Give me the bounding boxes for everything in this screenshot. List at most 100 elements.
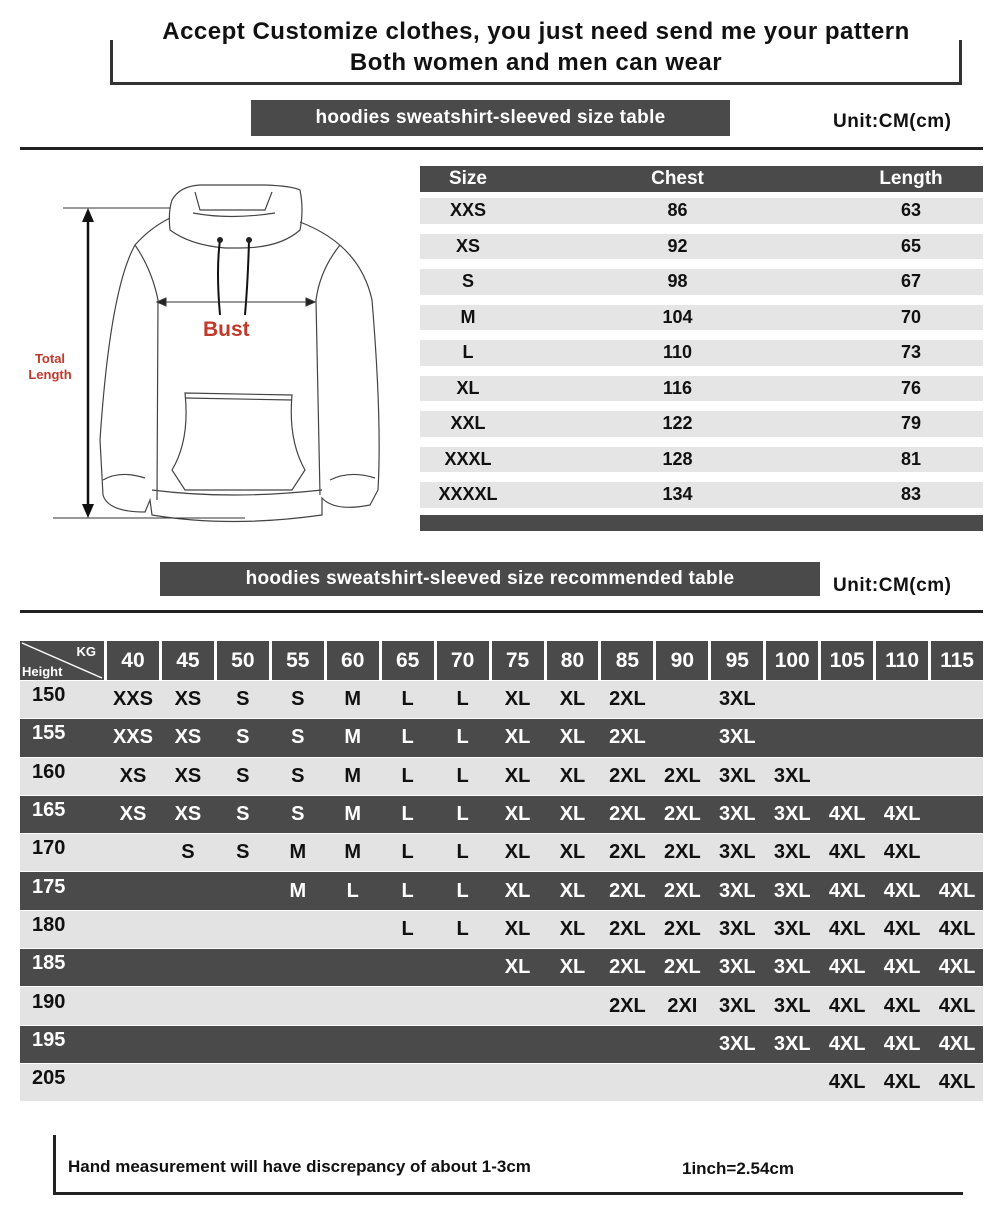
hoodie-pocket [171, 392, 306, 491]
size-cell: 3XL [718, 688, 756, 711]
size-cell: 3XL [773, 879, 811, 902]
size-cell: 2XI [667, 994, 698, 1017]
size-cell: 4XL [883, 879, 921, 902]
weight-header: 90 [656, 641, 709, 680]
size-cell: L [401, 841, 414, 864]
size-cell: 4XL [938, 879, 976, 902]
size-cell: 2XL [664, 764, 701, 787]
size-cell: 3XL [718, 764, 756, 787]
size-cell: XS [174, 726, 202, 749]
recommend-table-banner: hoodies sweatshirt-sleeved size recommen… [160, 562, 820, 596]
size-table-row: XL 116 76 [420, 369, 983, 405]
size-cell: L [456, 879, 469, 902]
size-cell: M [344, 688, 362, 711]
size-cell: M [344, 803, 362, 826]
size-cell: 3XL [718, 1032, 756, 1055]
size-table-header: Size Chest Length [420, 166, 983, 192]
size-cell: M [344, 726, 362, 749]
size-cell: 3XL [718, 917, 756, 940]
recommend-table-unit: Unit:CM(cm) [833, 575, 952, 596]
recommend-table-row: 160 XS XS S S M L L XL XL 2XL 2XL 3XL 3XL [20, 756, 983, 795]
size-cell: XL [559, 764, 586, 787]
weight-header: 95 [711, 641, 764, 680]
size-cell: 4XL [883, 917, 921, 940]
recommend-table-row: 165 XS XS S S M L L XL XL 2XL 2XL 3XL 3XL 4XL 4XL [20, 794, 983, 834]
size-cell: L [456, 803, 469, 826]
size-cell: 3XL [718, 994, 756, 1017]
recommend-table-row: 180 L L XL XL 2XL 2XL 3XL 3XL 4XL 4XL 4XL [20, 909, 983, 949]
height-cell: 195 [32, 1028, 66, 1051]
size-cell: XL [504, 841, 531, 864]
size-cell: XL [504, 879, 531, 902]
size-table-row: XXS 86 63 [420, 192, 983, 228]
table-cell: 63 [900, 200, 922, 221]
height-cell: 185 [32, 952, 66, 975]
weight-header: 70 [436, 641, 489, 680]
size-cell: 3XL [718, 726, 756, 749]
table-cell: L [462, 342, 474, 363]
divider [20, 610, 983, 613]
size-cell: 4XL [828, 803, 866, 826]
corner-kg: KG [76, 644, 97, 659]
table-cell: XL [456, 377, 480, 398]
bust-label: Bust [203, 318, 250, 341]
size-cell: S [181, 841, 195, 864]
size-cell: XS [174, 688, 202, 711]
size-cell: 3XL [718, 956, 756, 979]
weight-header: 45 [161, 641, 214, 680]
size-cell: 4XL [938, 956, 976, 979]
corner-height: Height [22, 664, 63, 679]
size-table-footer-bar [420, 514, 983, 531]
size-table-row: XXXL 128 81 [420, 440, 983, 476]
drawstring-right [244, 239, 250, 316]
size-cell: XL [559, 956, 586, 979]
size-cell: S [236, 764, 250, 787]
size-cell: XL [504, 803, 531, 826]
size-table-row: L 110 73 [420, 334, 983, 370]
height-cell: 170 [32, 837, 66, 860]
size-cell: 4XL [828, 994, 866, 1017]
size-cell: S [291, 764, 305, 787]
size-cell: L [456, 688, 469, 711]
size-cell: 2XL [664, 879, 701, 902]
size-cell: S [236, 688, 250, 711]
table-cell: 110 [662, 342, 693, 363]
table-cell: XXXL [444, 448, 492, 469]
size-cell: L [401, 688, 414, 711]
table-cell: XXXXL [438, 484, 498, 505]
size-cell: 2XL [609, 764, 646, 787]
size-cell: XL [504, 726, 531, 749]
size-cell: S [291, 803, 305, 826]
table-cell: 92 [667, 235, 688, 256]
size-cell: 2XL [664, 956, 701, 979]
header-line-2: Both women and men can wear [349, 49, 723, 76]
recommend-table-row: 175 M L L L XL XL 2XL 2XL 3XL 3XL 4XL 4XL 4XL [20, 871, 983, 910]
size-cell: XL [559, 879, 586, 902]
size-cell: XL [504, 917, 531, 940]
size-cell: 2XL [664, 803, 701, 826]
corner-cell: KG Height [20, 641, 104, 680]
size-cell: M [289, 841, 307, 864]
size-cell: 4XL [938, 994, 976, 1017]
table-cell: 70 [900, 306, 922, 327]
table-cell: 116 [662, 377, 693, 398]
table-cell: XXS [449, 200, 487, 221]
recommend-table-row: 170 S S M M L L XL XL 2XL 2XL 3XL 3XL 4XL 4XL [20, 833, 983, 872]
size-cell: 2XL [609, 841, 646, 864]
divider [20, 147, 983, 150]
size-cell: 3XL [773, 917, 811, 940]
size-table-row: S 98 67 [420, 263, 983, 299]
size-cell: 4XL [883, 1071, 921, 1094]
size-cell: XL [504, 764, 531, 787]
size-cell: M [289, 879, 307, 902]
weight-header: 60 [326, 641, 379, 680]
weight-header: 105 [821, 641, 874, 680]
table-cell: M [460, 306, 476, 327]
size-cell: 3XL [773, 994, 811, 1017]
weight-header: 85 [601, 641, 654, 680]
height-cell: 205 [32, 1067, 66, 1090]
size-cell: XL [559, 688, 586, 711]
table-cell: 122 [662, 413, 693, 434]
size-cell: 2XL [609, 994, 646, 1017]
size-cell: 2XL [609, 726, 646, 749]
